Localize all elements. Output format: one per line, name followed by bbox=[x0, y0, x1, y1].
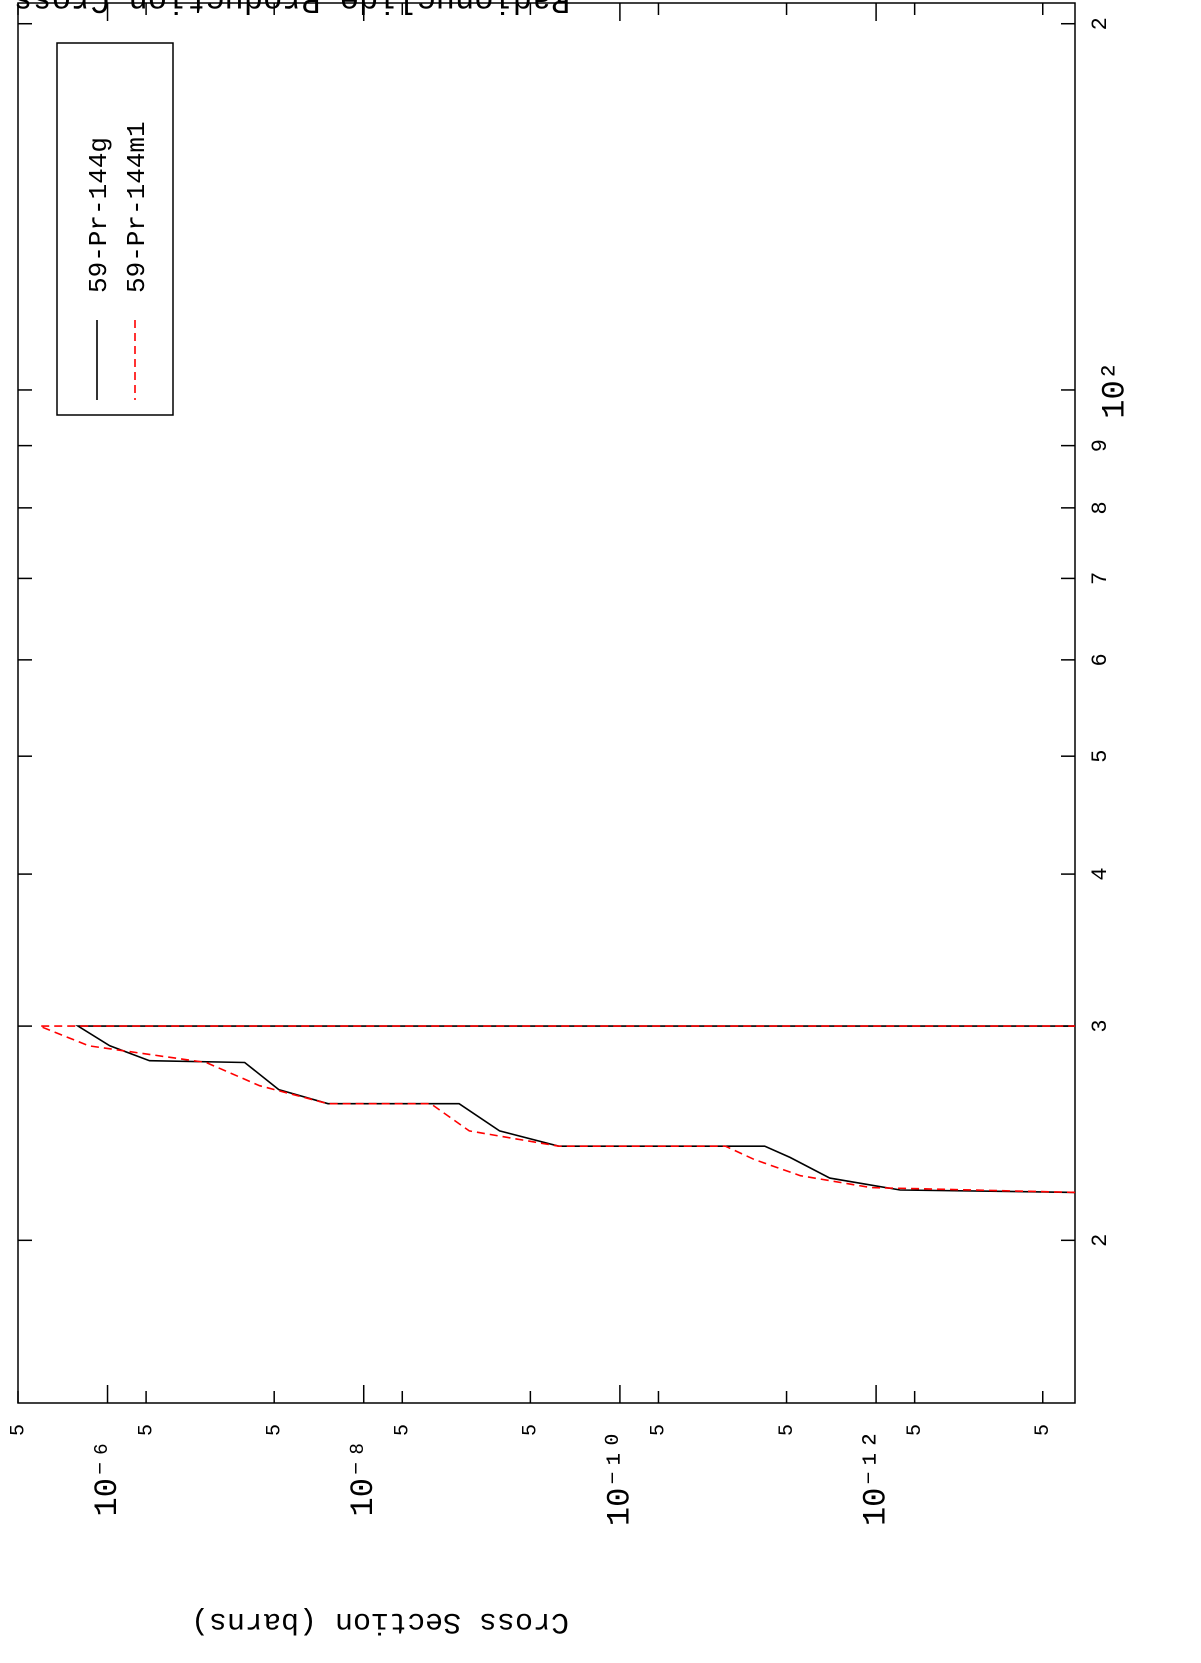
plot-frame bbox=[17, 2, 1076, 1404]
y-tick-label: 10⁻¹⁰ bbox=[601, 1430, 638, 1526]
y-tick-label: 5 bbox=[392, 1424, 415, 1436]
y-axis-label: Cross Section (barns) bbox=[191, 1604, 569, 1638]
y-tick-label: 5 bbox=[776, 1424, 799, 1436]
x-tick-label: 4 bbox=[1088, 867, 1113, 880]
legend-box bbox=[56, 42, 174, 416]
chart-title: Radionuclide Production Cross Section bbox=[0, 0, 570, 19]
y-tick-label: 10⁻¹² bbox=[858, 1430, 895, 1526]
series-line bbox=[39, 1025, 1076, 1194]
x-tick-label: 3 bbox=[1088, 1019, 1113, 1032]
legend-label: 59-Pr-144g bbox=[84, 137, 114, 293]
x-tick-label: 8 bbox=[1088, 501, 1113, 514]
x-tick-label: 9 bbox=[1088, 439, 1113, 452]
y-tick-label: 10⁻⁸ bbox=[345, 1440, 382, 1517]
y-tick-label: 5 bbox=[648, 1424, 671, 1436]
y-tick-label: 5 bbox=[1032, 1424, 1055, 1436]
y-tick-label: 10⁻⁶ bbox=[89, 1440, 126, 1517]
x-tick-label: 7 bbox=[1088, 572, 1113, 585]
y-tick-label: 5 bbox=[520, 1424, 543, 1436]
x-tick-label: 10² bbox=[1096, 361, 1133, 419]
series-line bbox=[75, 1025, 1076, 1194]
y-tick-label: 5 bbox=[263, 1424, 286, 1436]
legend-label: 59-Pr-144m1 bbox=[122, 121, 152, 293]
x-tick-label: 5 bbox=[1088, 750, 1113, 763]
x-tick-label: 6 bbox=[1088, 653, 1113, 666]
y-tick-label: 5 bbox=[7, 1424, 30, 1436]
y-tick-label: 5 bbox=[135, 1424, 158, 1436]
y-tick-label: 5 bbox=[904, 1424, 927, 1436]
x-tick-label: 2 bbox=[1088, 1234, 1113, 1247]
x-tick-label: 2 bbox=[1088, 17, 1113, 30]
